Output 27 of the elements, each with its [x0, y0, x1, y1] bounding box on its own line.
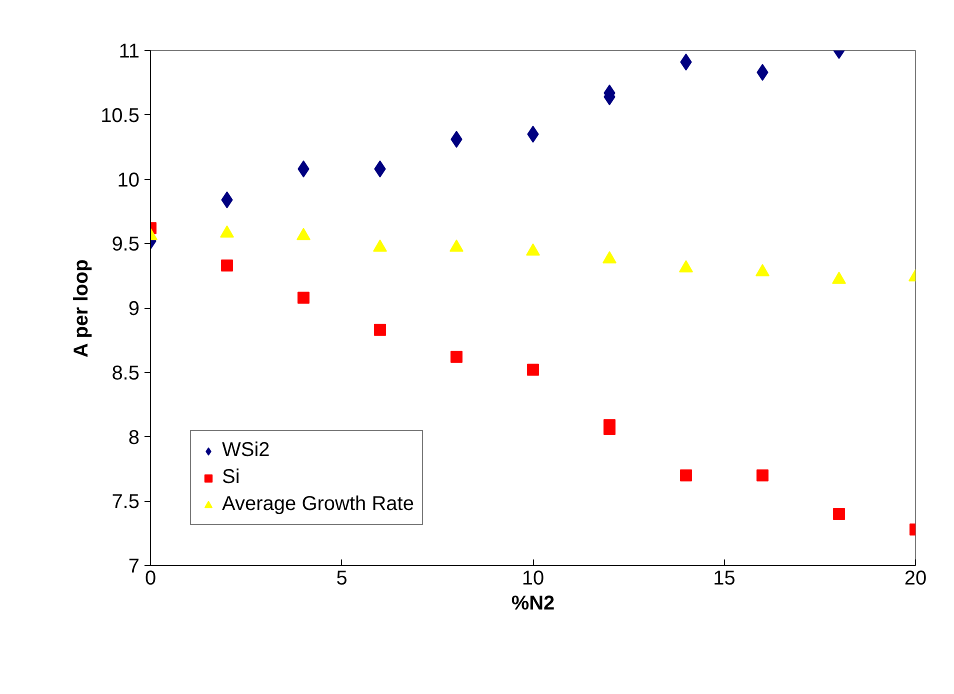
point	[527, 364, 539, 376]
y-tick-label: 7.5	[112, 491, 140, 514]
legend-label: Si	[222, 466, 241, 489]
point	[833, 508, 845, 520]
point	[374, 324, 386, 336]
x-tick-label: 0	[144, 568, 156, 590]
y-axis-title: A per loop	[70, 259, 93, 358]
legend-label: WSi2	[222, 439, 270, 462]
point	[298, 292, 310, 304]
y-tick-label: 9.5	[112, 234, 140, 256]
y-tick-label: 9	[128, 298, 140, 320]
y-tick-label: 7	[128, 556, 140, 578]
y-tick-label: 8	[128, 426, 140, 449]
x-tick-label: 5	[336, 568, 348, 590]
point	[680, 469, 692, 482]
point	[756, 469, 768, 482]
x-tick-label: 20	[904, 568, 927, 590]
y-tick-label: 11	[118, 40, 140, 62]
x-tick-label: 10	[522, 568, 544, 590]
x-axis-title: %N2	[511, 592, 555, 614]
point	[221, 260, 233, 272]
y-tick-label: 8.5	[112, 362, 140, 384]
legend-label: Average Growth Rate	[222, 493, 414, 516]
x-tick-label: 15	[713, 568, 736, 590]
point	[450, 350, 462, 363]
y-tick-label: 10	[117, 169, 140, 192]
y-tick-label: 10.5	[100, 104, 140, 127]
